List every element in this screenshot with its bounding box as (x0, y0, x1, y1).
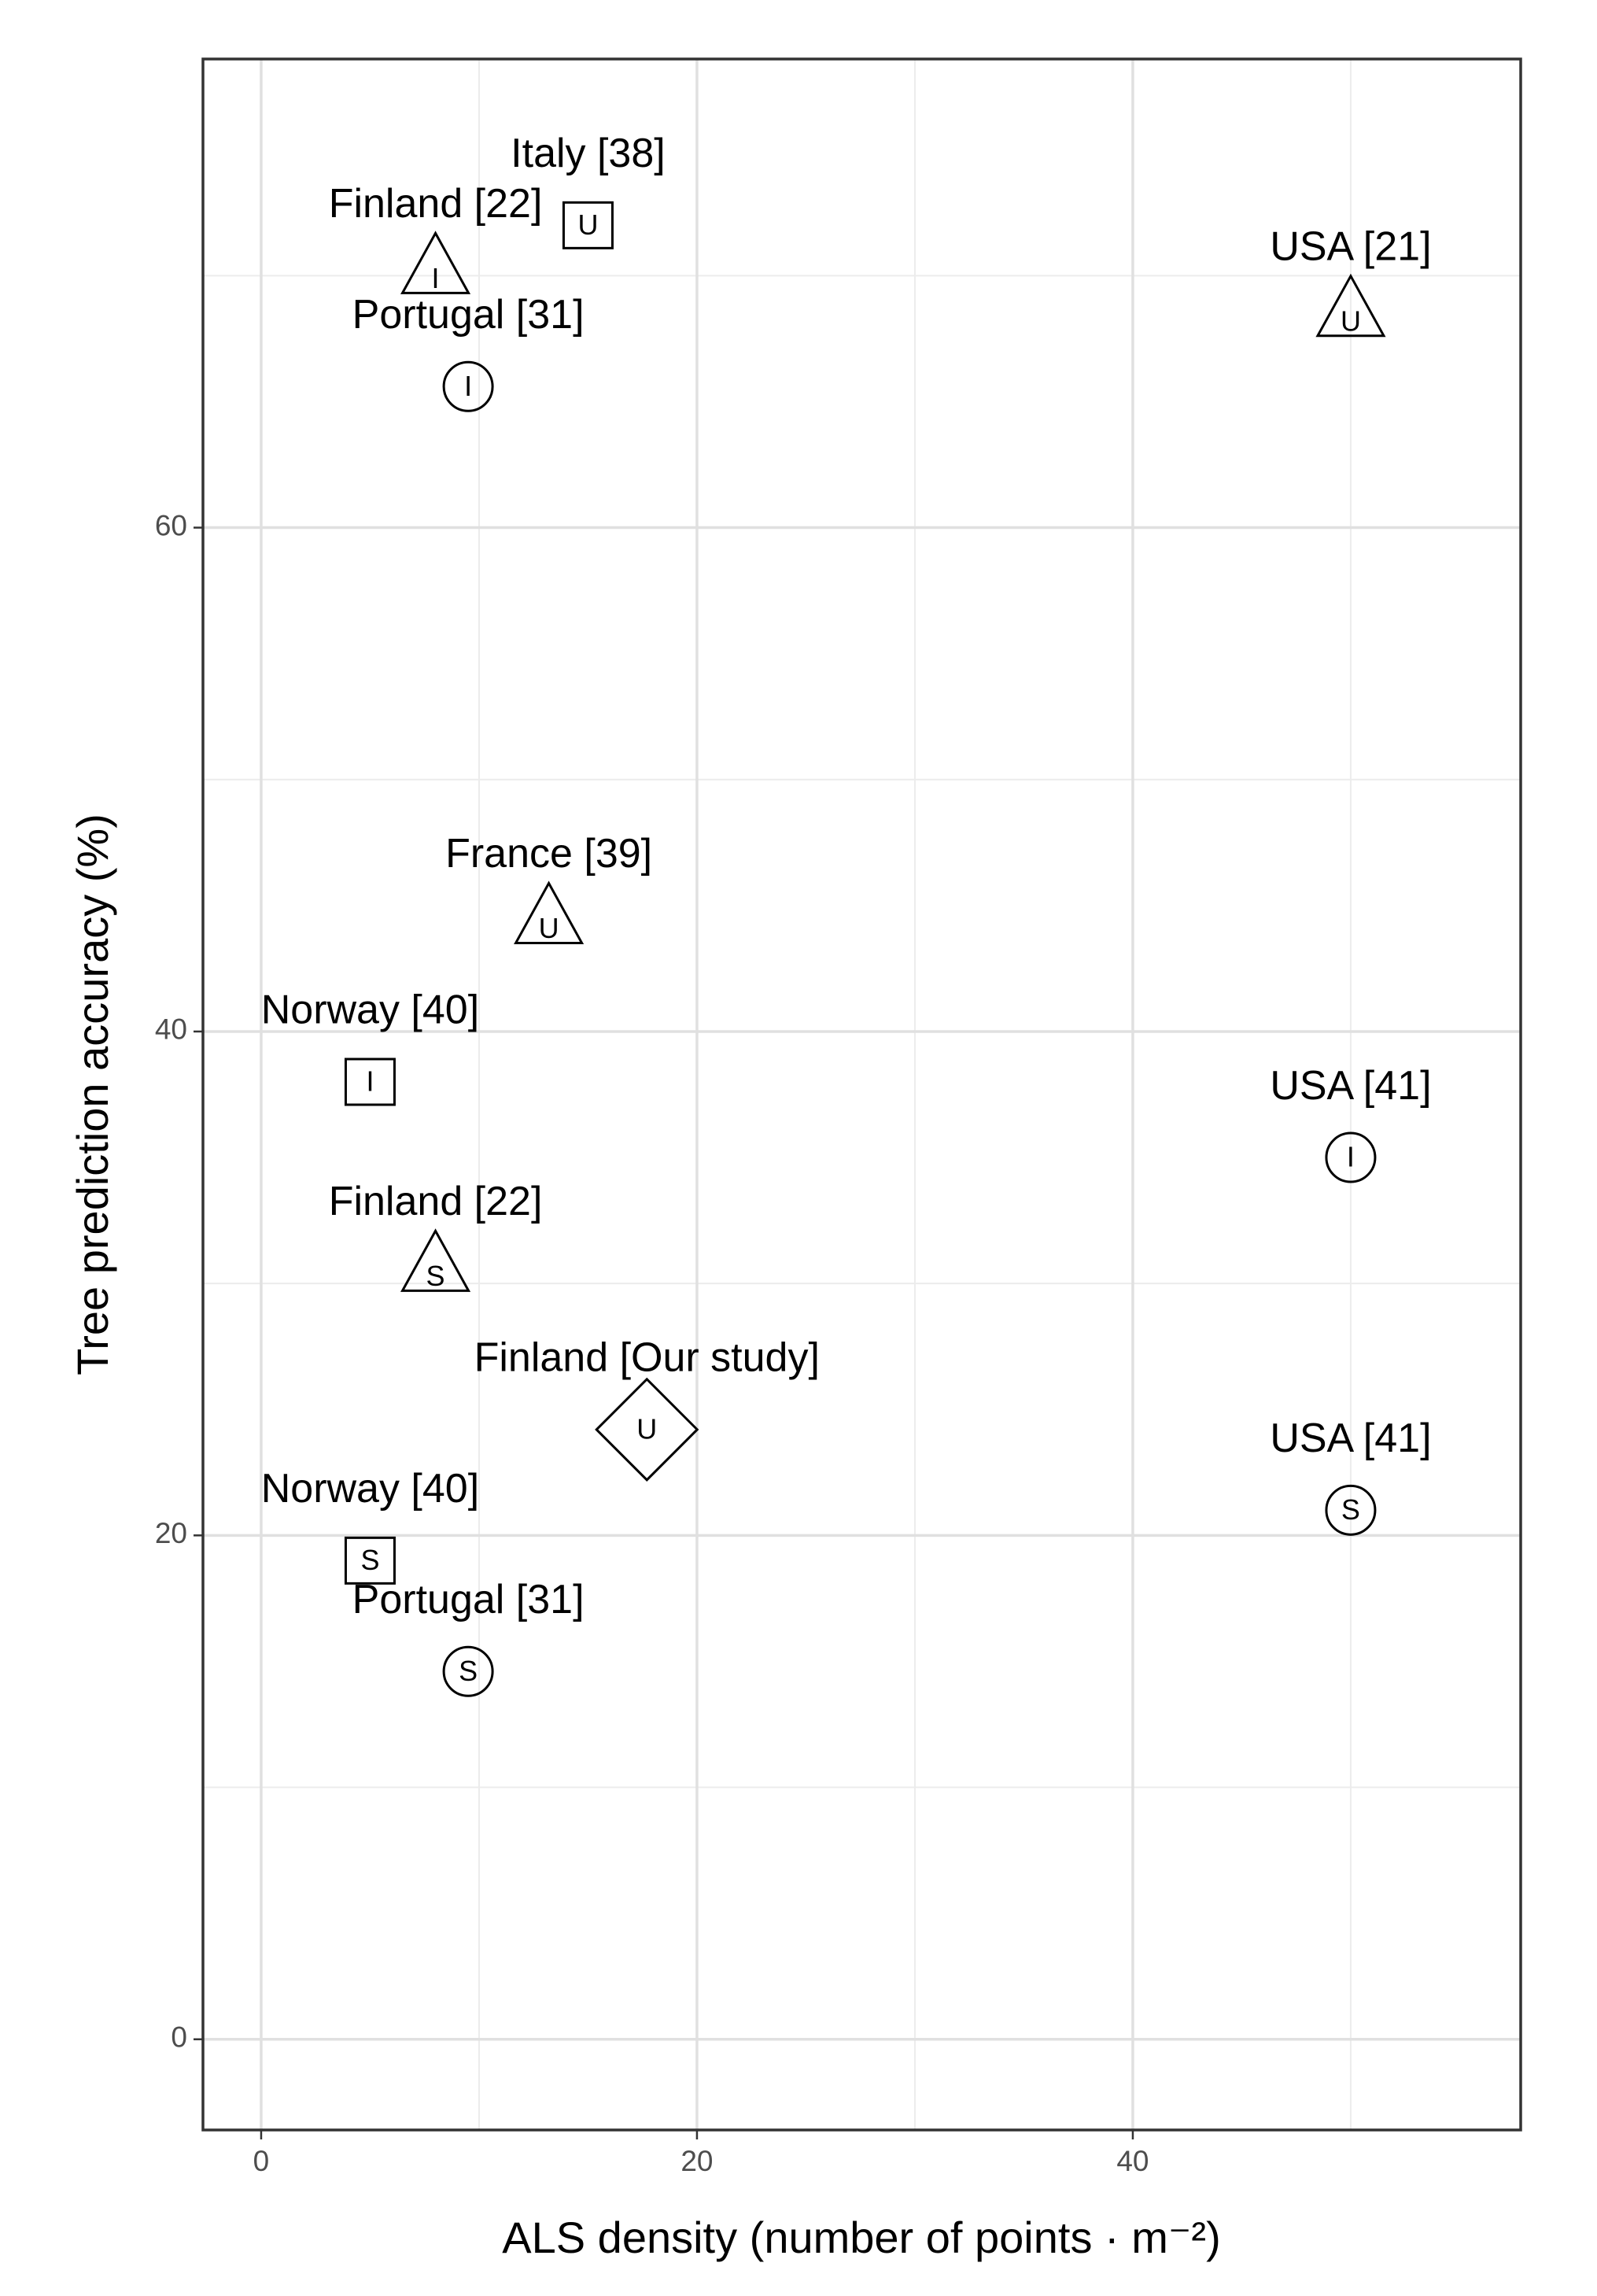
point-label: USA [21] (1270, 224, 1431, 270)
point-label: USA [41] (1270, 1063, 1431, 1109)
point-label: Italy [38] (511, 131, 666, 176)
marker (1325, 1131, 1377, 1183)
point-label: France [39] (445, 831, 652, 877)
x-tick-label: 40 (1116, 2145, 1149, 2177)
marker-code: U (636, 1412, 657, 1445)
point-label: Norway [40] (261, 987, 479, 1033)
marker (562, 201, 614, 249)
x-tick-label: 0 (253, 2145, 270, 2177)
marker (1325, 1484, 1377, 1536)
point-label: Finland [Our study] (474, 1335, 820, 1381)
marker-code: U (539, 912, 559, 944)
point-label: Portugal [31] (352, 292, 585, 338)
point-label: USA [41] (1270, 1416, 1431, 1461)
marker-code: S (1341, 1493, 1360, 1526)
marker-code: U (1341, 305, 1361, 337)
marker (595, 1377, 699, 1482)
marker (344, 1058, 396, 1106)
point-label: Portugal [31] (352, 1577, 585, 1622)
y-tick-label: 0 (171, 2021, 187, 2054)
marker-code: S (360, 1544, 379, 1576)
point-label: Norway [40] (261, 1466, 479, 1512)
marker (400, 1228, 471, 1292)
marker (514, 880, 585, 944)
y-tick-label: 40 (155, 1013, 187, 1046)
x-tick-label: 20 (680, 2145, 713, 2177)
marker (344, 1536, 396, 1585)
marker-code: U (577, 209, 598, 241)
point-label: Finland [22] (329, 181, 543, 227)
marker-code: I (464, 370, 472, 402)
y-tick-label: 20 (155, 1517, 187, 1549)
point-label: Finland [22] (329, 1179, 543, 1224)
y-tick-label: 60 (155, 509, 187, 541)
marker (400, 231, 471, 294)
marker-code: I (432, 262, 440, 294)
marker (1315, 273, 1386, 338)
marker-code: S (459, 1655, 478, 1687)
marker-code: I (1347, 1141, 1355, 1173)
marker-code: I (366, 1065, 374, 1098)
marker-code: S (426, 1260, 445, 1292)
plot-border (201, 57, 1522, 2132)
x-axis-title: ALS density (number of points · m⁻²) (502, 2213, 1220, 2262)
marker (442, 1645, 494, 1697)
y-axis-title: Tree prediction accuracy (%) (68, 814, 117, 1375)
marker (442, 360, 494, 412)
